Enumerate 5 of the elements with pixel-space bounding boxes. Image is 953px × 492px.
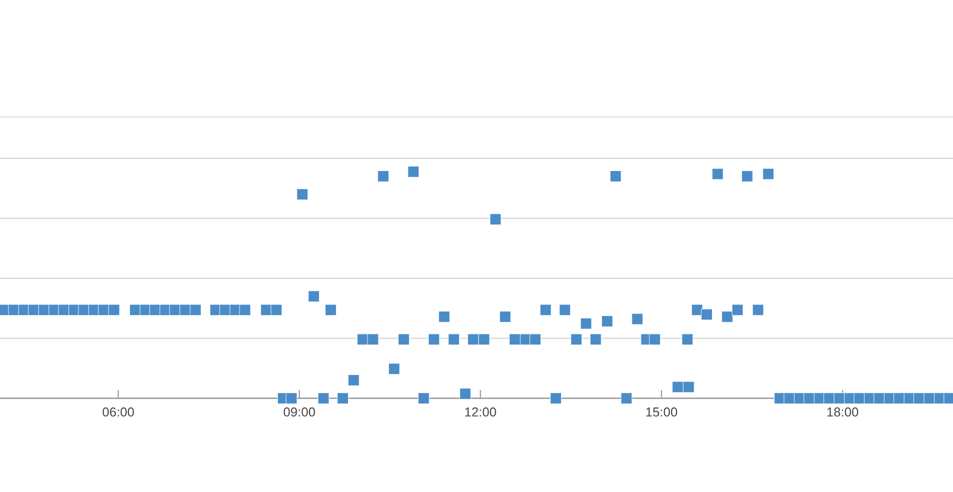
x-tick-label: 15:00 — [646, 407, 678, 417]
x-tick-label: 12:00 — [465, 407, 496, 417]
x-tick-label: 18:00 — [827, 407, 858, 417]
x-tick-label: 09:00 — [284, 407, 316, 417]
x-tick-label: 06:00 — [102, 407, 134, 417]
